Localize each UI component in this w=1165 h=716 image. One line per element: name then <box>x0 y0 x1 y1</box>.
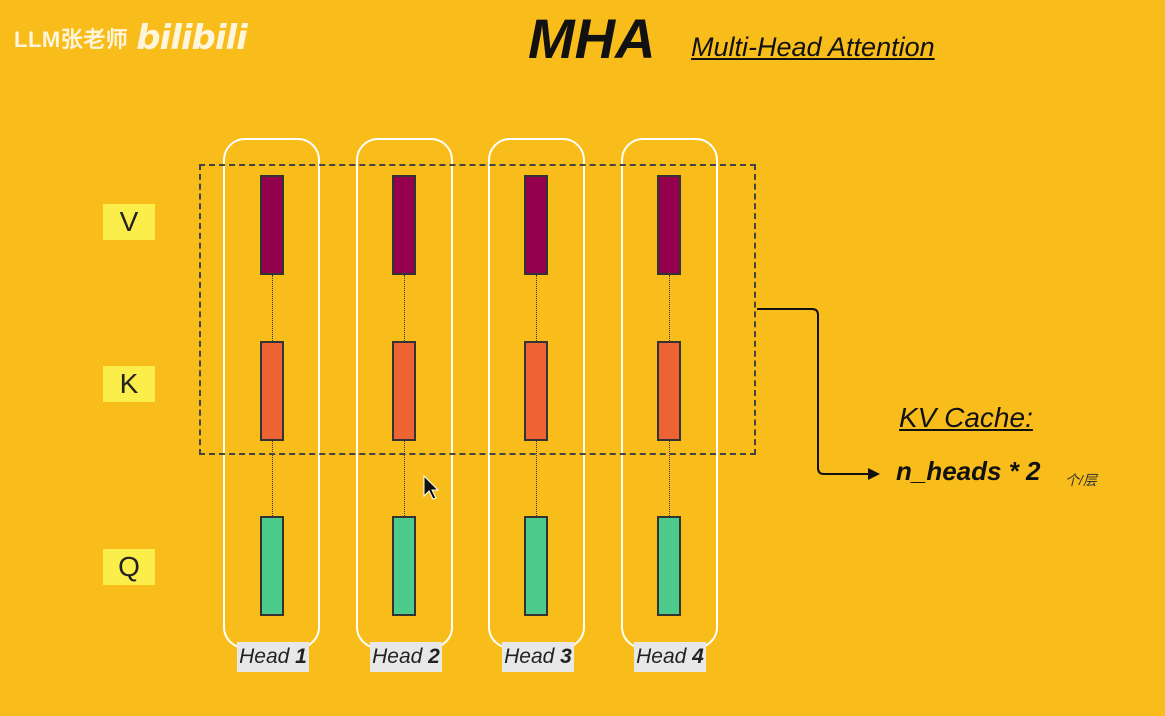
bilibili-logo: bilibili <box>136 18 248 58</box>
head-1-label-prefix: Head <box>239 645 290 668</box>
head-1-q-bar <box>260 516 284 616</box>
kv-cache-arrow-line <box>757 308 868 475</box>
kv-cache-unit: 个/层 <box>1065 472 1097 488</box>
watermark-author: LLM张老师 <box>14 27 129 52</box>
head-4-label: Head 4 <box>634 642 706 672</box>
head-4-label-prefix: Head <box>636 645 687 668</box>
head-1-k-bar <box>260 341 284 441</box>
kv-cache-arrow-head <box>868 468 880 480</box>
head-3-vk-connector <box>536 275 537 341</box>
head-4-kq-connector <box>669 441 670 516</box>
head-1-label: Head 1 <box>237 642 309 672</box>
head-3-label-number: 3 <box>560 645 572 668</box>
row-label-k: K <box>103 366 155 402</box>
head-1-vk-connector <box>272 275 273 341</box>
head-1-label-number: 1 <box>295 645 307 668</box>
head-4-k-bar <box>657 341 681 441</box>
kv-cache-title: KV Cache: <box>899 402 1033 433</box>
head-2-kq-connector <box>404 441 405 516</box>
head-1-v-bar <box>260 175 284 275</box>
head-2-q-bar <box>392 516 416 616</box>
head-3-q-bar <box>524 516 548 616</box>
head-2-v-bar <box>392 175 416 275</box>
row-label-v: V <box>103 204 155 240</box>
head-3-kq-connector <box>536 441 537 516</box>
head-2-vk-connector <box>404 275 405 341</box>
head-1-kq-connector <box>272 441 273 516</box>
head-4-label-number: 4 <box>692 645 704 668</box>
diagram-title: MHA <box>528 7 656 70</box>
head-2-label: Head 2 <box>370 642 442 672</box>
head-2-label-prefix: Head <box>372 645 423 668</box>
diagram-subtitle: Multi-Head Attention <box>691 32 935 62</box>
head-4-v-bar <box>657 175 681 275</box>
head-3-k-bar <box>524 341 548 441</box>
head-4-vk-connector <box>669 275 670 341</box>
kv-cache-region <box>199 164 756 455</box>
row-label-q: Q <box>103 549 155 585</box>
head-4-q-bar <box>657 516 681 616</box>
head-2-label-number: 2 <box>428 645 440 668</box>
kv-cache-formula: n_heads * 2 <box>896 456 1041 486</box>
head-3-label: Head 3 <box>502 642 574 672</box>
head-3-label-prefix: Head <box>504 645 555 668</box>
head-2-k-bar <box>392 341 416 441</box>
watermark: LLM张老师 bilibili <box>14 18 248 58</box>
head-3-v-bar <box>524 175 548 275</box>
